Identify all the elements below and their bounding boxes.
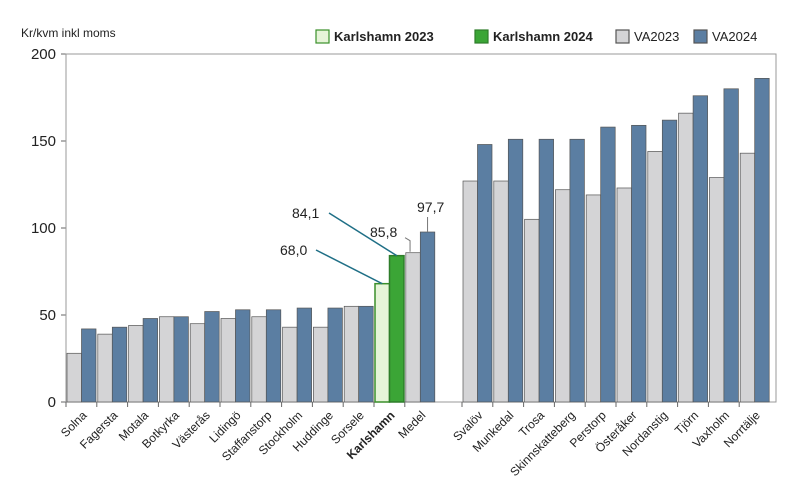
y-tick-label: 0 [48,394,56,411]
bar-norrtalje-2023 [739,152,756,403]
bar-solna-2024 [81,328,97,403]
bar-huddinge-2024 [327,307,343,403]
annotation-label-karlshamn-2023: 68,0 [280,242,307,258]
bar-tjorn-2024 [692,95,708,403]
annotations: 84,1 68,0 85,8 97,7 [280,199,444,285]
bar-svalov-2024 [477,144,493,403]
bar-svalov-2023 [462,180,478,403]
y-axis-label: Kr/kvm inkl moms [21,26,116,40]
bars [66,78,770,403]
legend-swatch-va2023 [615,29,630,44]
y-tick-label: 100 [31,220,56,237]
bar-solna-2023 [66,352,82,403]
bar-nordanstig-2023 [647,151,663,403]
x-axis: SolnaFagerstaMotalaBotkyrkaVästeråsLidin… [58,402,763,479]
legend-label-va2023: VA2023 [634,29,679,44]
annotation-label-medel-2023: 85,8 [370,224,397,240]
bar-stockholm-2023 [282,326,298,403]
bar-huddinge-2023 [313,326,329,403]
bar-botkyrka-2024 [173,316,189,403]
bar-norrtalje-2024 [754,78,770,403]
bar-perstorp-2024 [600,126,616,403]
bar-trosa-2024 [538,138,554,403]
y-tick-label: 150 [31,133,56,150]
bar-vasteras-2024 [204,311,220,403]
bar-motala-2023 [128,325,144,403]
bar-skinnskatteberg-2023 [555,189,571,403]
legend-swatch-va2024 [693,29,708,44]
bar-staffanstorp-2023 [251,316,267,403]
legend-swatch-karlshamn2023 [315,29,330,44]
annotation-label-karlshamn-2024: 84,1 [292,205,319,221]
bar-tjorn-2023 [678,112,694,403]
legend-swatch-karlshamn2024 [474,29,489,44]
bar-osteraker-2023 [616,187,632,403]
bar-lidingo-2023 [220,318,236,403]
bar-fagersta-2024 [111,326,128,403]
bar-stockholm-2024 [296,307,312,403]
bar-munkedal-2024 [507,138,524,403]
bar-munkedal-2023 [493,180,509,403]
y-tick-label: 50 [39,307,56,324]
bar-sorsele-2024 [358,305,374,403]
legend-label-karlshamn2024: Karlshamn 2024 [493,29,593,44]
y-axis: 0 50 100 150 200 [31,46,66,411]
bar-perstorp-2023 [585,194,602,403]
annotation-line-karlshamn-2023 [315,249,383,285]
annotation-label-medel-2024: 97,7 [417,199,444,215]
y-tick-label: 200 [31,46,56,63]
bar-staffanstorp-2024 [265,309,282,403]
legend-label-va2024: VA2024 [712,29,757,44]
bar-osteraker-2024 [631,124,647,403]
x-label-medel: Medel [395,408,428,441]
legend-label-karlshamn2023: Karlshamn 2023 [334,29,434,44]
bar-botkyrka-2023 [159,316,175,403]
annotation-line-medel-2023 [404,237,411,252]
bar-trosa-2023 [524,218,540,403]
bar-motala-2024 [142,318,158,403]
bar-sorsele-2023 [343,305,360,403]
bar-karlshamn-2024 [388,254,405,403]
bar-vaxholm-2023 [709,177,725,403]
bar-nordanstig-2024 [661,119,678,403]
annotation-line-karlshamn-2024 [328,212,398,257]
bar-vaxholm-2024 [723,88,739,403]
bar-medel-2024 [419,231,436,403]
bar-karlshamn-2023 [374,282,391,403]
bar-medel-2023 [405,252,421,403]
bar-vasteras-2023 [189,323,206,403]
legend: Karlshamn 2023 Karlshamn 2024 VA2023 VA2024 [315,29,757,44]
bar-fagersta-2023 [97,333,113,403]
bar-skinnskatteberg-2024 [569,138,585,403]
bar-lidingo-2024 [235,309,251,403]
